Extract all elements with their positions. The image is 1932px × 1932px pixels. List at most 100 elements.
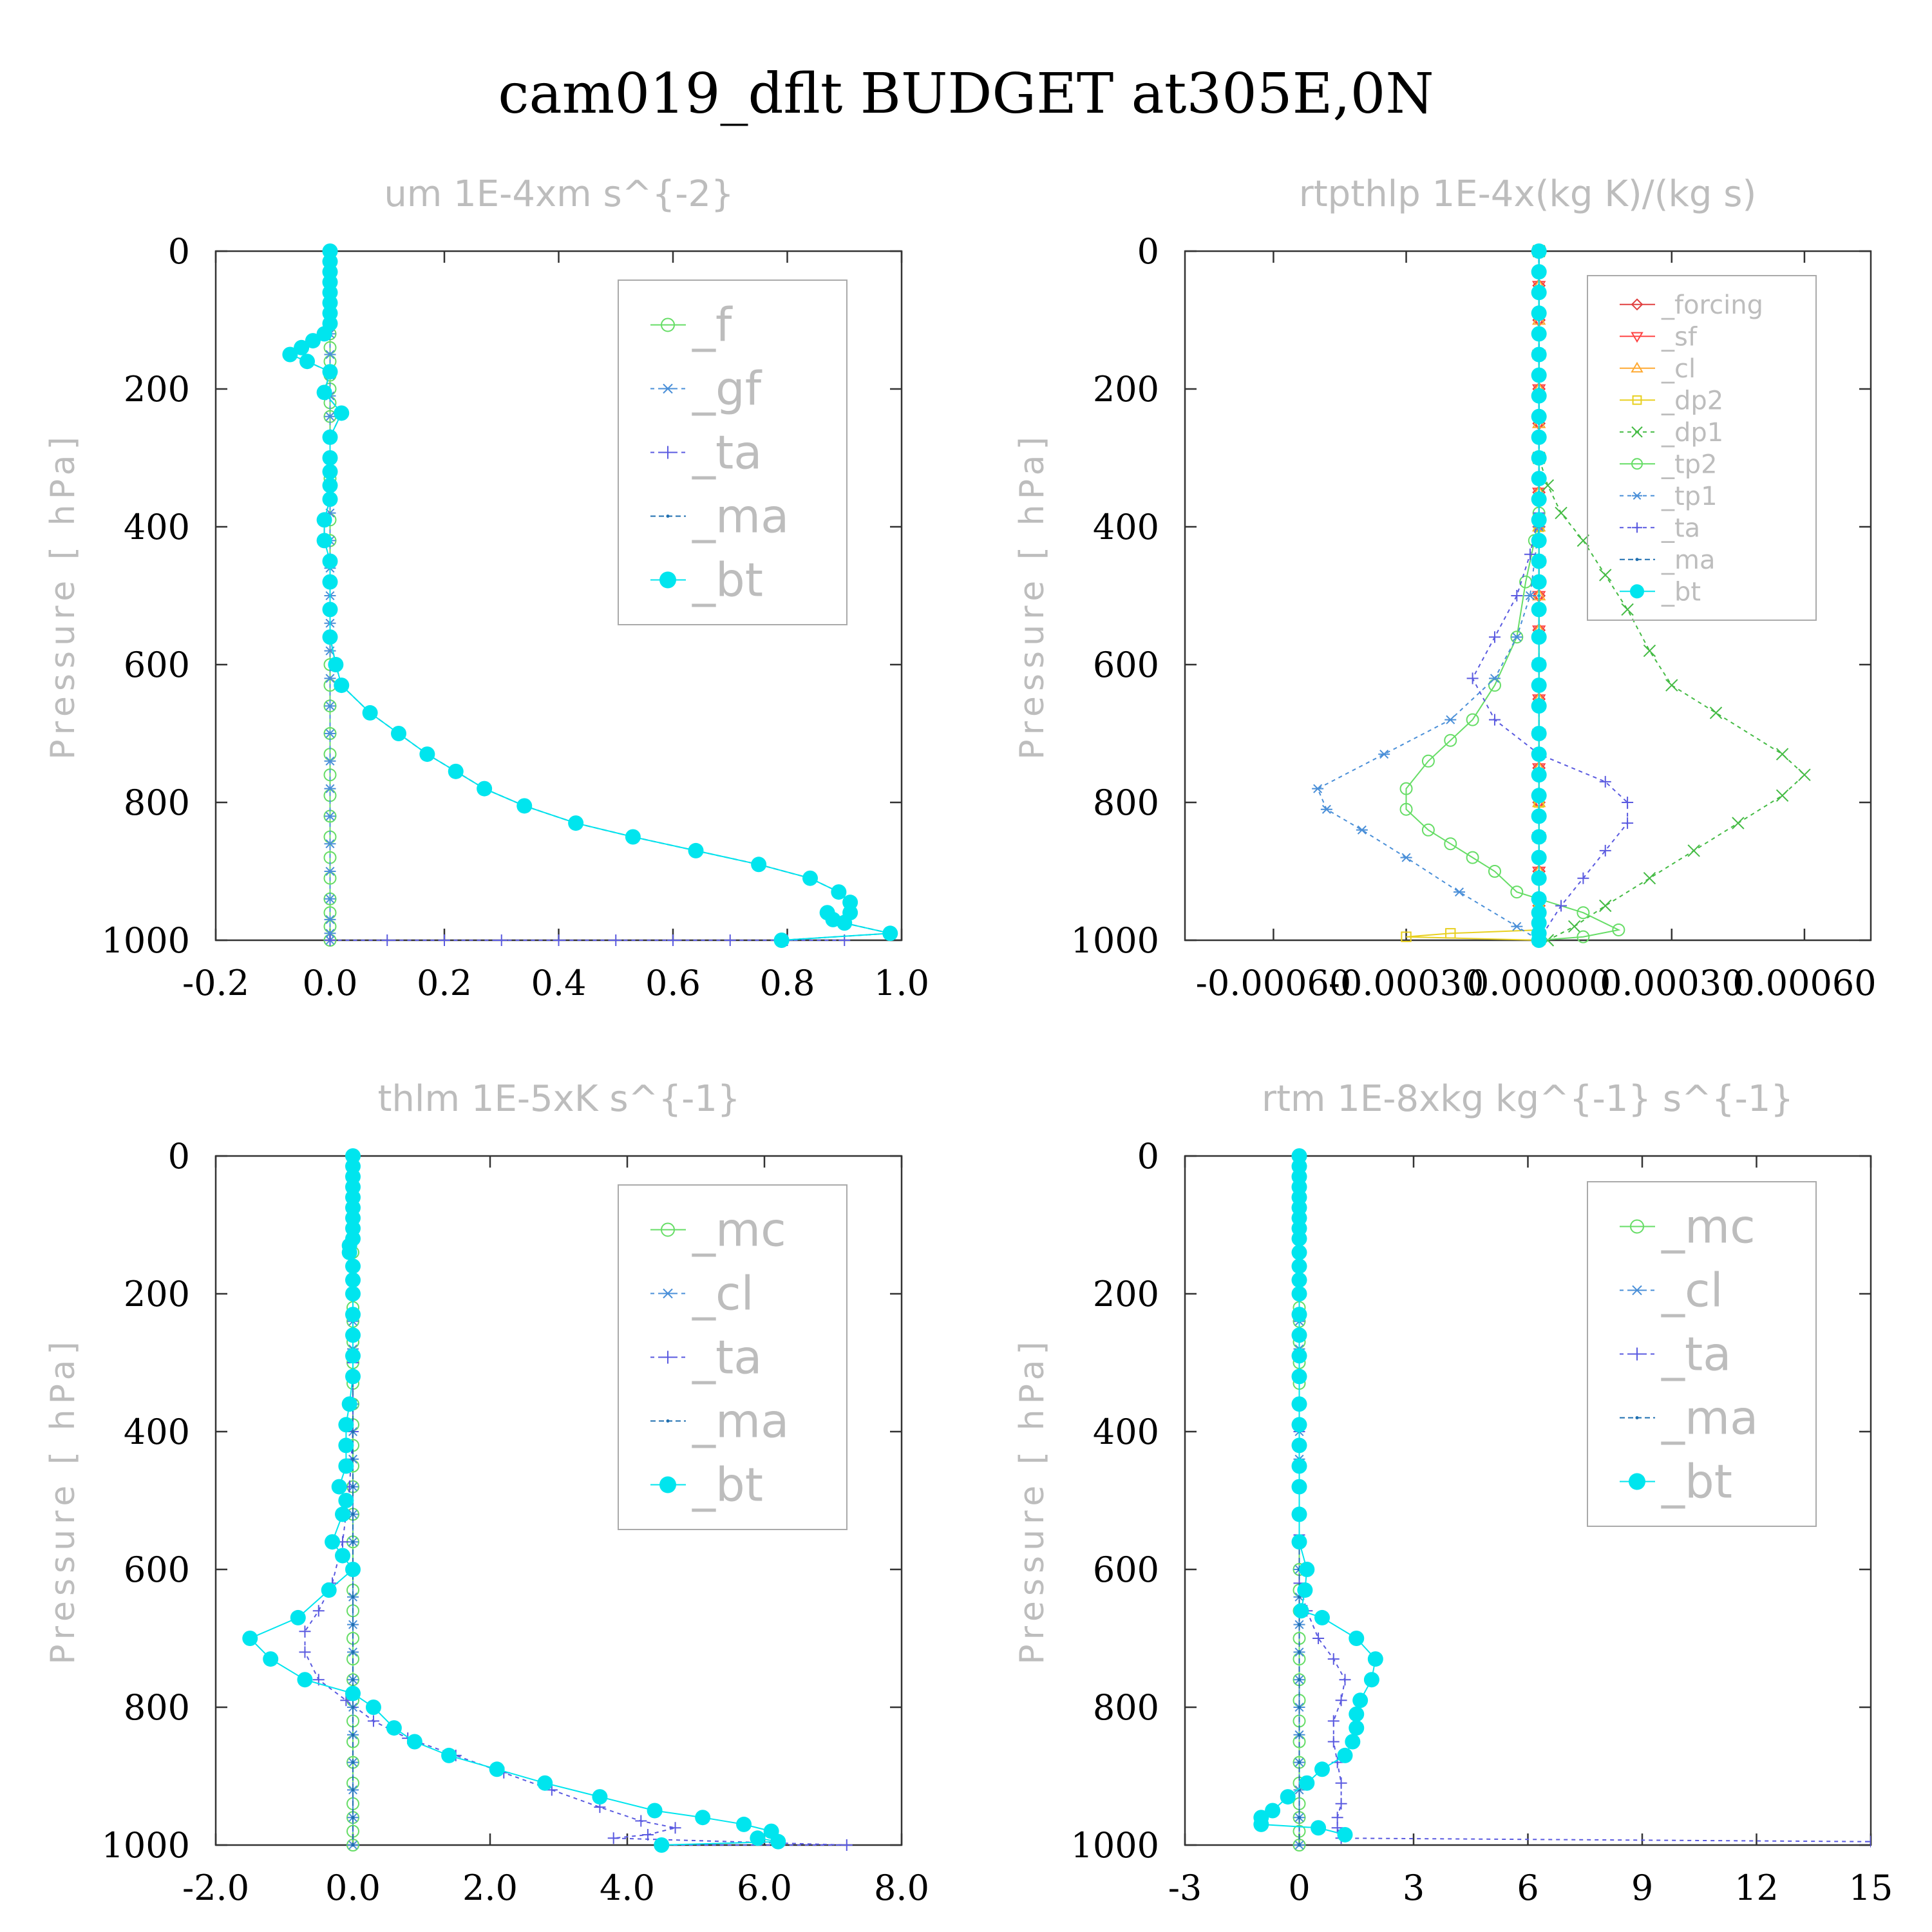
data-point — [773, 933, 790, 948]
data-point — [1335, 1694, 1347, 1707]
x-tick-label: 0.00060 — [1732, 963, 1876, 1003]
y-tick-label: 400 — [124, 507, 190, 547]
y-axis-label: Pressure [ hPa] — [1013, 431, 1052, 760]
y-tick-label: 800 — [1093, 782, 1159, 823]
data-point — [1339, 1674, 1351, 1686]
x-tick-label: -0.00030 — [1329, 963, 1484, 1003]
data-point — [345, 1272, 361, 1288]
data-point — [351, 1843, 355, 1847]
data-point — [1327, 1653, 1340, 1665]
legend: _f _gf _ta _ma _bt — [618, 279, 848, 625]
y-tick-label: 0 — [168, 1136, 190, 1177]
data-point — [1531, 677, 1547, 694]
data-point — [324, 350, 336, 359]
data-point — [1298, 1733, 1301, 1737]
panel-1: um 1E-4xm s^{-2} Pressure [ hPa] -0.2 0.0 0.… — [44, 173, 929, 1003]
y-tick-label: 400 — [1093, 507, 1159, 547]
legend-marker — [1631, 426, 1643, 438]
data-point — [1511, 922, 1523, 931]
data-point — [322, 364, 338, 380]
data-point — [1421, 823, 1435, 837]
data-point — [1577, 906, 1590, 920]
data-point — [351, 1650, 355, 1654]
data-point — [751, 857, 767, 873]
data-point — [1291, 1244, 1307, 1260]
data-point — [1400, 853, 1412, 862]
data-point — [1466, 851, 1479, 864]
legend-label: _ma — [692, 1394, 789, 1448]
series-line-tp2 — [1405, 251, 1621, 941]
series-layer — [282, 243, 898, 948]
y-tick-label: 1000 — [1071, 920, 1159, 961]
data-point — [1531, 512, 1547, 528]
data-point — [1511, 632, 1523, 642]
data-point — [351, 1678, 355, 1681]
legend-label: _gf — [692, 362, 762, 416]
data-point — [610, 934, 622, 946]
data-point — [695, 1810, 711, 1826]
data-point — [1531, 285, 1547, 301]
legend-marker — [661, 1222, 675, 1237]
y-tick-label: 800 — [124, 1687, 190, 1728]
data-point — [477, 781, 493, 797]
data-point — [322, 574, 338, 590]
legend-label: _dp1 — [1661, 418, 1723, 448]
data-point — [439, 934, 450, 946]
data-point — [770, 1833, 786, 1850]
y-tick-label: 800 — [1093, 1687, 1159, 1728]
data-point — [242, 1631, 258, 1646]
data-point — [345, 1348, 361, 1364]
data-point — [1531, 746, 1547, 762]
legend: _mc _cl _ta _ma _bt — [618, 1184, 848, 1530]
data-point — [537, 1775, 553, 1791]
data-point — [1531, 788, 1547, 804]
data-point — [316, 533, 332, 549]
x-tick-label: 0 — [1288, 1868, 1310, 1908]
data-point — [351, 1733, 355, 1737]
legend: _forcing_sf_cl_dp2 _dp1_tp2 _tp1_ta_ma_bt — [1587, 275, 1817, 621]
legend-marker — [1630, 584, 1644, 599]
x-tick-label: 15 — [1849, 1868, 1893, 1908]
data-point — [322, 450, 338, 466]
data-point — [441, 1747, 457, 1763]
legend-label: _forcing — [1661, 290, 1763, 320]
data-point — [1531, 657, 1547, 672]
data-point — [1291, 1506, 1307, 1522]
data-point — [1454, 887, 1465, 897]
legend-label: _ta — [1661, 1327, 1731, 1381]
y-axis-label: Pressure [ hPa] — [44, 1336, 82, 1665]
data-point — [338, 1417, 354, 1433]
x-tick-label: 0.0 — [325, 1868, 381, 1908]
legend-label: _ma — [1661, 545, 1715, 575]
data-point — [325, 1534, 341, 1550]
data-point — [1531, 698, 1547, 714]
data-point — [1349, 1631, 1365, 1646]
data-point — [1349, 1720, 1365, 1736]
data-point — [1399, 782, 1413, 795]
legend-label: _ta — [692, 1331, 762, 1385]
y-tick-label: 600 — [124, 645, 190, 685]
data-point — [324, 914, 336, 924]
data-point — [1776, 748, 1789, 761]
data-point — [1531, 471, 1547, 487]
data-point — [1524, 591, 1536, 601]
data-point — [1643, 644, 1656, 658]
legend-label: _cl — [1661, 1264, 1723, 1318]
data-point — [1335, 1797, 1347, 1810]
y-tick-label: 200 — [1093, 369, 1159, 410]
data-point — [1531, 408, 1547, 424]
x-tick-label: -0.2 — [182, 963, 249, 1003]
legend-label: _bt — [1661, 577, 1701, 607]
legend-marker — [1631, 458, 1643, 470]
data-point — [837, 915, 853, 931]
data-point — [1298, 1843, 1301, 1847]
data-point — [1291, 1327, 1307, 1343]
data-point — [282, 346, 298, 363]
data-point — [290, 1609, 306, 1625]
data-point — [324, 728, 336, 739]
y-tick-label: 1000 — [1071, 1825, 1159, 1866]
y-tick-label: 600 — [124, 1549, 190, 1590]
data-point — [1311, 1820, 1327, 1836]
data-point — [263, 1651, 279, 1667]
x-tick-label: 0.6 — [645, 963, 701, 1003]
